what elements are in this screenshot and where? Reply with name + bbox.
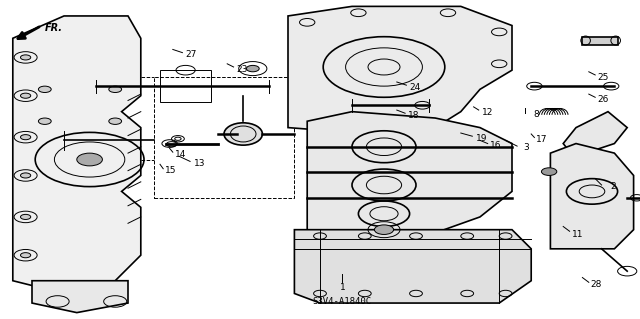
Text: 28: 28	[591, 280, 602, 289]
Circle shape	[38, 86, 51, 93]
Text: 1: 1	[340, 283, 345, 292]
Text: 11: 11	[572, 230, 584, 239]
Circle shape	[541, 168, 557, 175]
Circle shape	[20, 214, 31, 219]
Circle shape	[109, 86, 122, 93]
Circle shape	[20, 55, 31, 60]
Circle shape	[109, 118, 122, 124]
Text: 3: 3	[524, 143, 529, 152]
Polygon shape	[288, 6, 512, 134]
Text: 17: 17	[536, 135, 548, 144]
Text: 26: 26	[598, 95, 609, 104]
Polygon shape	[32, 281, 128, 313]
Polygon shape	[563, 112, 627, 160]
Polygon shape	[550, 144, 634, 249]
Text: FR.: FR.	[45, 23, 63, 33]
Ellipse shape	[224, 123, 262, 145]
Circle shape	[20, 173, 31, 178]
Text: 12: 12	[482, 108, 493, 117]
Circle shape	[374, 225, 394, 234]
Polygon shape	[307, 112, 512, 246]
Text: 24: 24	[409, 83, 420, 92]
Circle shape	[20, 135, 31, 140]
Text: 16: 16	[490, 141, 502, 150]
Text: 25: 25	[598, 73, 609, 82]
Text: 13: 13	[194, 159, 205, 168]
Text: 8: 8	[534, 110, 539, 119]
Text: S3V4-A1840C: S3V4-A1840C	[313, 297, 372, 306]
Polygon shape	[294, 230, 531, 303]
Text: 15: 15	[165, 166, 177, 175]
Circle shape	[20, 253, 31, 258]
Circle shape	[246, 65, 259, 72]
Bar	[160, 70, 211, 102]
Text: 19: 19	[476, 134, 487, 143]
Circle shape	[20, 93, 31, 98]
Circle shape	[38, 118, 51, 124]
Bar	[154, 77, 294, 198]
Text: 14: 14	[175, 150, 186, 159]
Bar	[582, 37, 618, 45]
Text: 23: 23	[236, 65, 248, 74]
Text: 27: 27	[185, 50, 196, 59]
Circle shape	[77, 153, 102, 166]
Polygon shape	[13, 16, 141, 293]
Text: 2: 2	[611, 182, 616, 191]
Text: 18: 18	[408, 111, 420, 120]
